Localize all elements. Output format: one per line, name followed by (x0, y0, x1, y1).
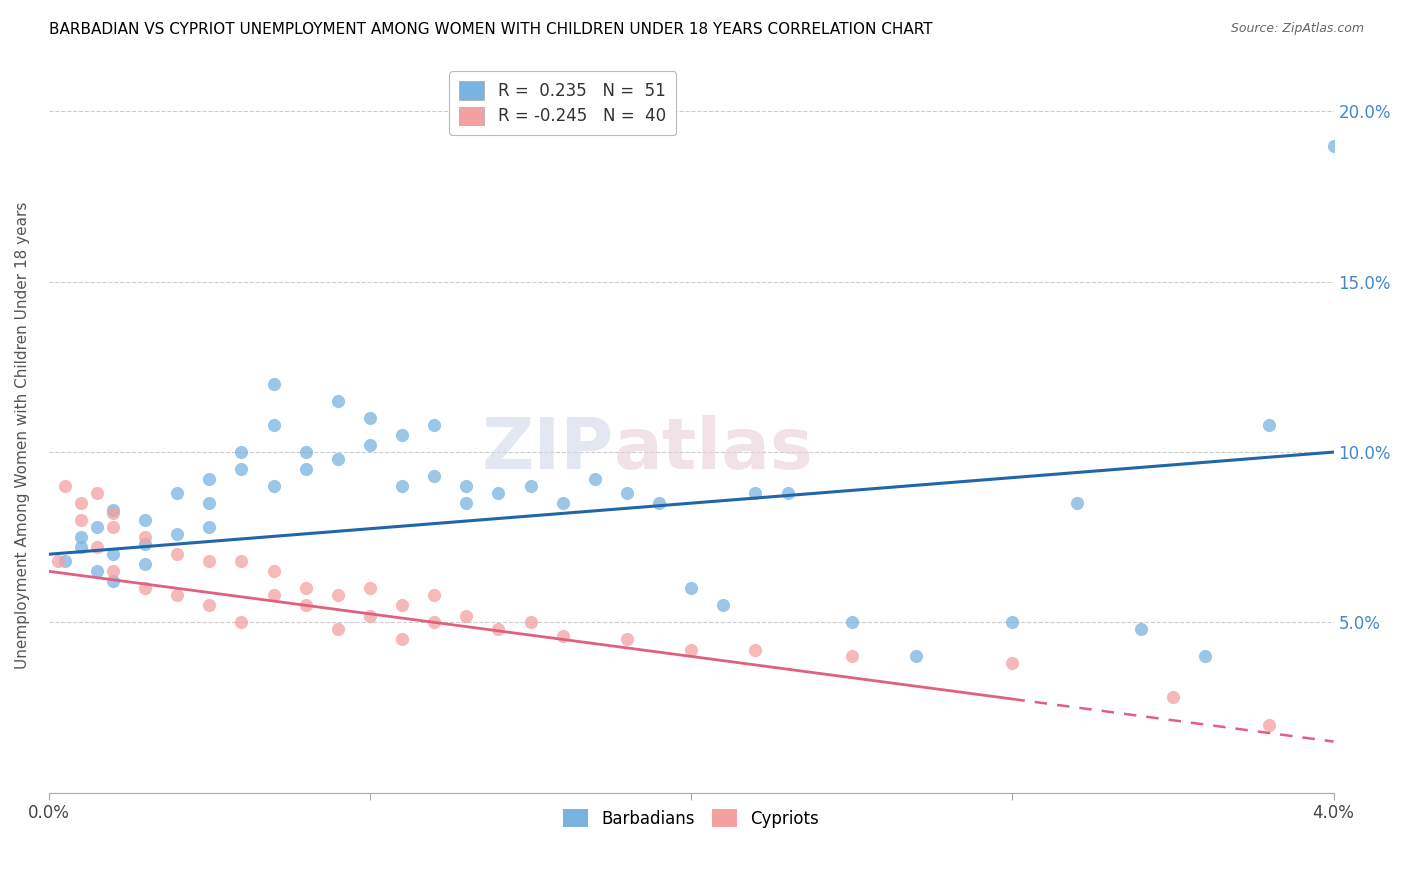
Point (359, 582, 381, 596)
Point (231, 462, 253, 476)
Point (776, 486, 799, 500)
Point (359, 438, 381, 452)
Point (1258, 417, 1281, 432)
Point (841, 649, 863, 664)
Point (86, 520, 108, 534)
Point (294, 599, 316, 613)
Point (841, 615, 863, 630)
Point (134, 537, 156, 551)
Point (101, 503, 124, 517)
Point (101, 520, 124, 534)
Point (326, 622, 349, 636)
Point (744, 486, 766, 500)
Point (326, 451, 349, 466)
Point (134, 558, 156, 572)
Point (231, 615, 253, 630)
Text: BARBADIAN VS CYPRIOT UNEMPLOYMENT AMONG WOMEN WITH CHILDREN UNDER 18 YEARS CORRE: BARBADIAN VS CYPRIOT UNEMPLOYMENT AMONG … (49, 22, 932, 37)
Point (711, 599, 734, 613)
Point (456, 496, 478, 510)
Point (86, 486, 108, 500)
Point (423, 417, 446, 432)
Point (744, 642, 766, 657)
Point (198, 472, 221, 486)
Point (1001, 657, 1024, 671)
Point (263, 417, 285, 432)
Point (294, 445, 316, 459)
Point (359, 411, 381, 425)
Point (359, 608, 381, 623)
Text: Source: ZipAtlas.com: Source: ZipAtlas.com (1230, 22, 1364, 36)
Point (101, 547, 124, 561)
Point (648, 496, 671, 510)
Point (551, 496, 574, 510)
Point (263, 479, 285, 493)
Point (198, 554, 221, 568)
Point (53, 479, 76, 493)
Point (263, 588, 285, 602)
Point (48, 554, 70, 568)
Point (583, 472, 606, 486)
Point (70, 541, 93, 555)
Point (134, 513, 156, 527)
Point (905, 649, 928, 664)
Point (423, 615, 446, 630)
Point (616, 486, 638, 500)
Point (101, 564, 124, 578)
Point (166, 588, 188, 602)
Point (86, 564, 108, 578)
Point (198, 599, 221, 613)
Text: ZIP: ZIP (482, 415, 614, 483)
Point (166, 526, 188, 541)
Point (86, 541, 108, 555)
Point (681, 582, 703, 596)
Point (488, 486, 510, 500)
Point (70, 513, 93, 527)
Point (326, 394, 349, 409)
Point (101, 574, 124, 589)
Point (488, 622, 510, 636)
Point (681, 642, 703, 657)
Point (263, 564, 285, 578)
Point (391, 632, 413, 647)
Point (551, 629, 574, 643)
Point (231, 445, 253, 459)
Point (53, 554, 76, 568)
Point (134, 530, 156, 544)
Point (263, 376, 285, 391)
Point (456, 479, 478, 493)
Legend: Barbadians, Cypriots: Barbadians, Cypriots (557, 803, 825, 834)
Text: atlas: atlas (614, 415, 814, 483)
Point (198, 496, 221, 510)
Point (1066, 496, 1088, 510)
Point (70, 496, 93, 510)
Point (294, 462, 316, 476)
Point (101, 507, 124, 521)
Point (198, 520, 221, 534)
Point (391, 428, 413, 442)
Point (70, 530, 93, 544)
Point (391, 479, 413, 493)
Point (166, 486, 188, 500)
Point (1194, 649, 1216, 664)
Point (294, 582, 316, 596)
Point (166, 547, 188, 561)
Point (1161, 690, 1184, 705)
Point (326, 588, 349, 602)
Point (1323, 138, 1346, 153)
Point (231, 554, 253, 568)
Point (423, 588, 446, 602)
Point (423, 469, 446, 483)
Point (134, 582, 156, 596)
Point (456, 608, 478, 623)
Point (391, 599, 413, 613)
Y-axis label: Unemployment Among Women with Children Under 18 years: Unemployment Among Women with Children U… (15, 202, 30, 669)
Point (616, 632, 638, 647)
Point (1129, 622, 1152, 636)
Point (1258, 717, 1281, 731)
Point (519, 479, 541, 493)
Point (519, 615, 541, 630)
Point (1001, 615, 1024, 630)
